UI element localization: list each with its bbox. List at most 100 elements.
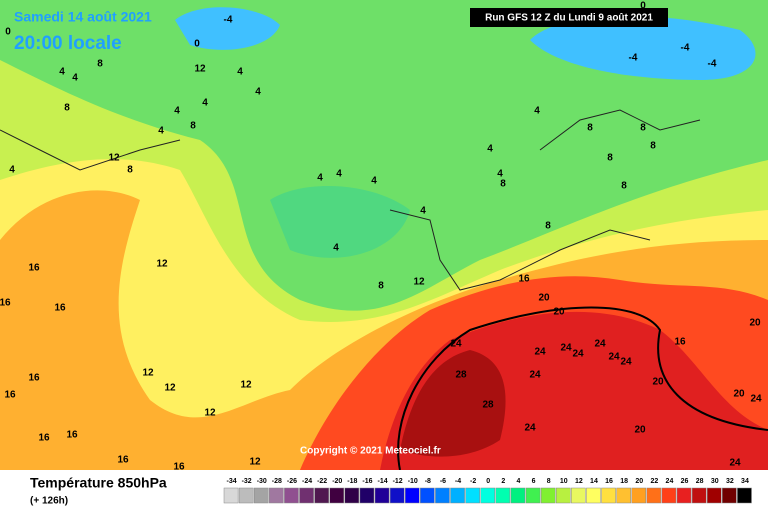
contour-label: 16: [28, 263, 40, 274]
contour-label: 4: [158, 126, 164, 137]
legend-swatch: [269, 487, 284, 504]
contour-label: 0: [194, 39, 200, 50]
contour-label: 8: [64, 103, 70, 114]
contour-label: 20: [634, 425, 646, 436]
legend-swatch: [510, 487, 526, 504]
legend-tick: -24: [302, 478, 312, 485]
legend-swatch: [299, 487, 314, 504]
contour-label: 24: [572, 349, 584, 360]
contour-label: 4: [72, 73, 78, 84]
contour-label: 8: [127, 165, 133, 176]
legend-tick: 8: [547, 478, 551, 485]
legend-swatch: [465, 487, 480, 504]
contour-label: 20: [733, 389, 745, 400]
legend-swatch: [450, 487, 465, 504]
legend-swatch: [404, 487, 420, 504]
run-info: Run GFS 12 Z du Lundi 9 août 2021: [485, 13, 653, 24]
contour-label: 0: [640, 1, 646, 12]
legend-swatch: [435, 487, 450, 504]
contour-label: 16: [4, 390, 16, 401]
legend-swatch: [525, 487, 541, 504]
legend-tick: -20: [332, 478, 342, 485]
legend-swatch: [646, 487, 662, 504]
contour-label: 12: [204, 408, 216, 419]
contour-label: 24: [620, 357, 632, 368]
legend-tick: 6: [532, 478, 536, 485]
legend-swatch: [571, 487, 586, 504]
contour-label: 8: [378, 281, 384, 292]
contour-label: 4: [497, 169, 503, 180]
contour-label: 24: [450, 339, 462, 350]
legend-tick: -12: [393, 478, 403, 485]
legend-swatch: [722, 487, 737, 504]
time: 20:00 locale: [14, 33, 122, 54]
legend-tick: 0: [486, 478, 490, 485]
contour-label: 12: [249, 457, 261, 468]
contour-label: 16: [28, 373, 40, 384]
contour-label: 20: [652, 377, 664, 388]
contour-label: 24: [524, 423, 536, 434]
legend-swatch: [676, 487, 692, 504]
contour-label: 4: [336, 169, 342, 180]
legend-tick: 10: [560, 478, 568, 485]
contour-label: 4: [317, 173, 323, 184]
legend-tick: 18: [620, 478, 628, 485]
contour-label: 16: [173, 462, 185, 473]
legend-tick: 34: [741, 478, 749, 485]
contour-label: 4: [174, 106, 180, 117]
legend-swatch: [691, 487, 707, 504]
legend-tick: 30: [711, 478, 719, 485]
legend-tick: -32: [242, 478, 252, 485]
contour-label: 4: [9, 165, 15, 176]
contour-label: 4: [487, 144, 493, 155]
contour-label: 12: [240, 380, 252, 391]
legend-tick: -22: [317, 478, 327, 485]
legend-tick: 32: [726, 478, 734, 485]
contour-label: 8: [607, 153, 613, 164]
contour-label: -4: [629, 53, 638, 64]
legend-swatch: [389, 487, 405, 504]
lead-time: (+ 126h): [30, 496, 68, 507]
legend-swatch: [661, 487, 677, 504]
legend-swatch: [359, 487, 375, 504]
contour-label: -4: [708, 59, 717, 70]
legend-tick: -4: [455, 478, 461, 485]
contour-label: 4: [371, 176, 377, 187]
contour-label: 20: [553, 307, 565, 318]
contour-label: 24: [594, 339, 606, 350]
legend-swatch: [601, 487, 616, 504]
legend-tick: 16: [605, 478, 613, 485]
contour-label: 16: [0, 298, 11, 309]
legend-swatch: [616, 487, 631, 504]
contour-label: 16: [54, 303, 66, 314]
contour-label: 12: [156, 259, 168, 270]
contour-label: 4: [333, 243, 339, 254]
contour-label: 12: [142, 368, 154, 379]
contour-label: 12: [413, 277, 425, 288]
legend-title: Température 850hPa: [30, 475, 167, 491]
contour-label: 16: [66, 430, 78, 441]
contour-label: 8: [640, 123, 646, 134]
legend-swatch: [737, 487, 752, 504]
legend-tick: 12: [575, 478, 583, 485]
legend-tick: -26: [287, 478, 297, 485]
legend-swatch: [284, 487, 299, 504]
contour-label: -4: [224, 15, 233, 26]
contour-label: 20: [538, 293, 550, 304]
contour-label: 24: [750, 394, 762, 405]
cool-patch: [270, 186, 410, 258]
legend-tick: 24: [666, 478, 674, 485]
contour-label: 28: [482, 400, 494, 411]
contour-label: 12: [194, 64, 206, 75]
legend-swatch: [344, 487, 360, 504]
legend-tick: -2: [470, 478, 476, 485]
legend-swatch: [374, 487, 390, 504]
contour-label: 24: [529, 370, 541, 381]
legend-swatch: [238, 487, 254, 504]
contour-label: 12: [108, 153, 120, 164]
legend-tick: 14: [590, 478, 598, 485]
legend-swatch: [314, 487, 329, 504]
cold-pool: [175, 7, 280, 50]
legend-tick: -16: [362, 478, 372, 485]
